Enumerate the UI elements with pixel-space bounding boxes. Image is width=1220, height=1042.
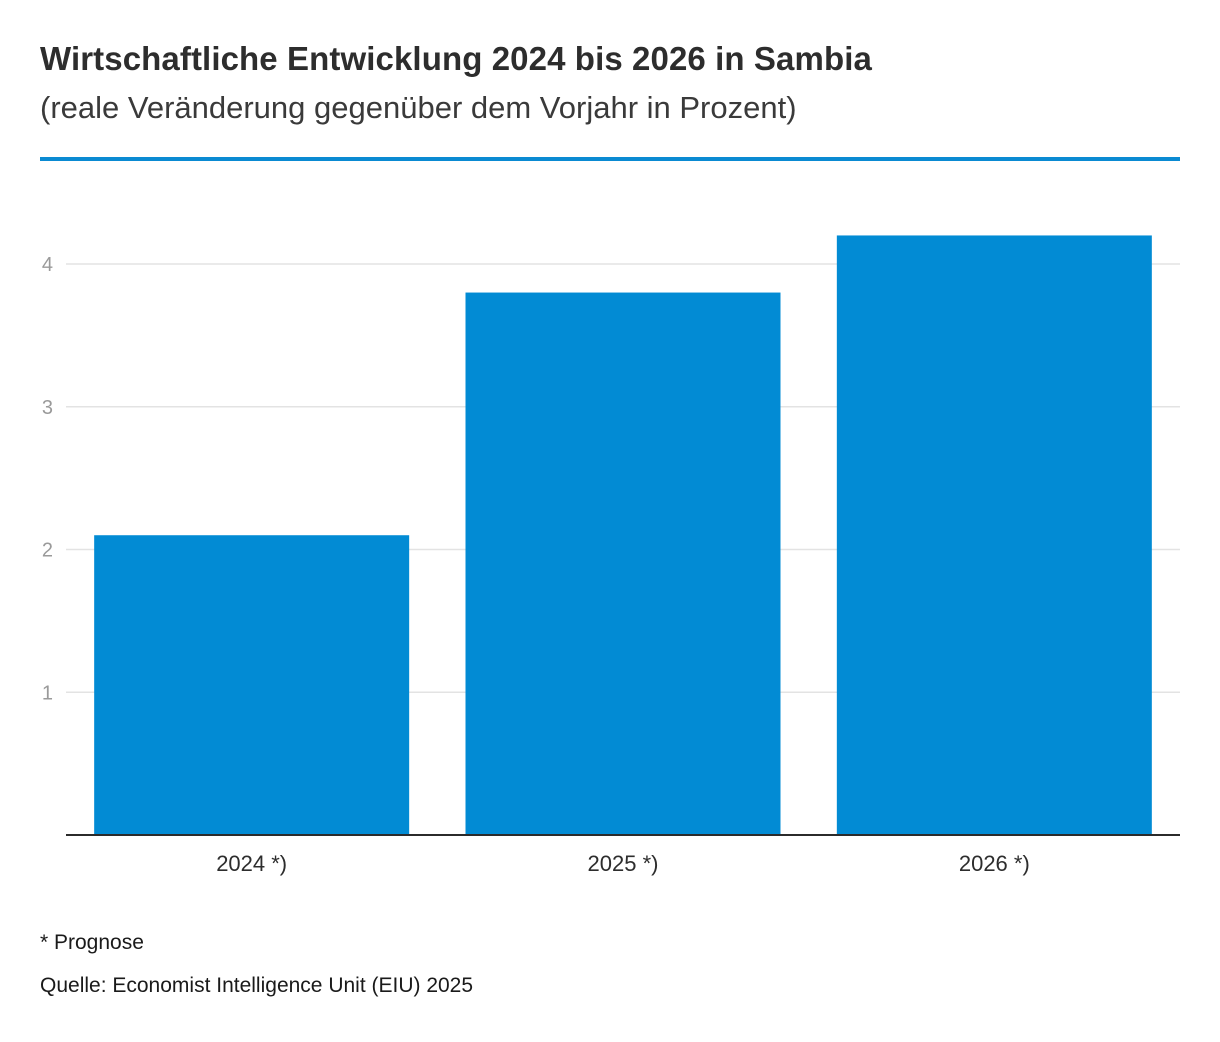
axis-labels: 1 2 3 4 2024 *) 2025 *) 2026 *)	[42, 254, 1030, 876]
y-tick-label-1: 1	[42, 682, 53, 704]
x-category-label-2: 2026 *)	[959, 851, 1030, 876]
x-category-label-1: 2025 *)	[588, 851, 659, 876]
y-tick-label-3: 3	[42, 397, 53, 419]
chart-subtitle: (reale Veränderung gegenüber dem Vorjahr…	[40, 90, 797, 125]
bars	[94, 235, 1152, 835]
chart-title: Wirtschaftliche Entwicklung 2024 bis 202…	[40, 40, 872, 77]
bar-2025	[465, 292, 781, 835]
bar-2026	[836, 235, 1152, 835]
x-category-label-0: 2024 *)	[216, 851, 287, 876]
source-note: Quelle: Economist Intelligence Unit (EIU…	[40, 974, 474, 997]
header-accent-rule	[40, 157, 1180, 161]
y-tick-label-2: 2	[42, 540, 53, 562]
y-tick-label-4: 4	[42, 254, 53, 276]
footnote-prognose: * Prognose	[40, 931, 144, 954]
bar-2024	[94, 535, 410, 835]
